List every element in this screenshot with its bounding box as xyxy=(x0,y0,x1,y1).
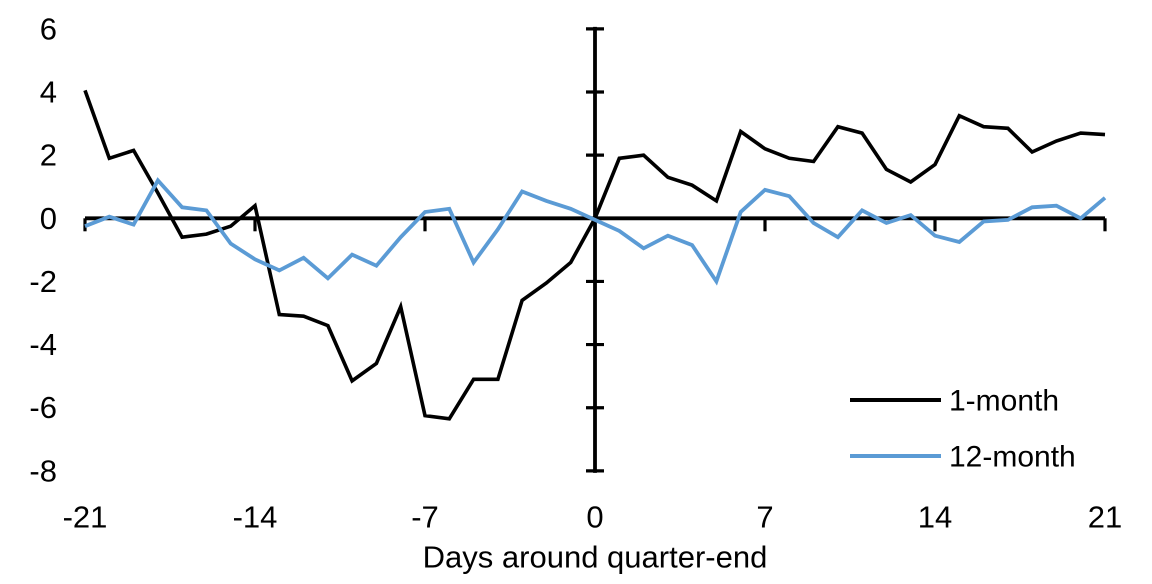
x-tick-label: -7 xyxy=(411,500,439,535)
y-tick-label: 6 xyxy=(40,11,57,46)
y-tick-label: -8 xyxy=(29,453,57,488)
y-tick-label: -2 xyxy=(29,264,57,299)
x-axis-title: Days around quarter-end xyxy=(423,540,768,575)
legend-label-12-month: 12-month xyxy=(949,441,1076,474)
y-axis-tick-labels: 6 4 2 0 -2 -4 -6 -8 xyxy=(29,11,57,488)
y-tick-label: 2 xyxy=(40,138,57,173)
x-tick-label: 14 xyxy=(918,500,952,535)
data-series xyxy=(83,89,1107,421)
y-tick-label: -6 xyxy=(29,390,57,425)
y-tick-label: 0 xyxy=(40,201,57,236)
x-tick-label: -21 xyxy=(63,500,108,535)
legend-label-1-month: 1-month xyxy=(949,385,1059,418)
legend: 1-month 12-month xyxy=(850,385,1076,474)
y-tick-label: -4 xyxy=(29,327,57,362)
y-tick-label: 4 xyxy=(40,75,57,110)
x-axis-tick-labels: -21 -14 -7 0 7 14 21 xyxy=(63,500,1123,535)
series-line-12-month xyxy=(84,177,1107,286)
x-tick-label: -14 xyxy=(233,500,278,535)
x-tick-label: 0 xyxy=(586,500,603,535)
x-tick-label: 21 xyxy=(1088,500,1122,535)
x-tick-label: 7 xyxy=(756,500,773,535)
